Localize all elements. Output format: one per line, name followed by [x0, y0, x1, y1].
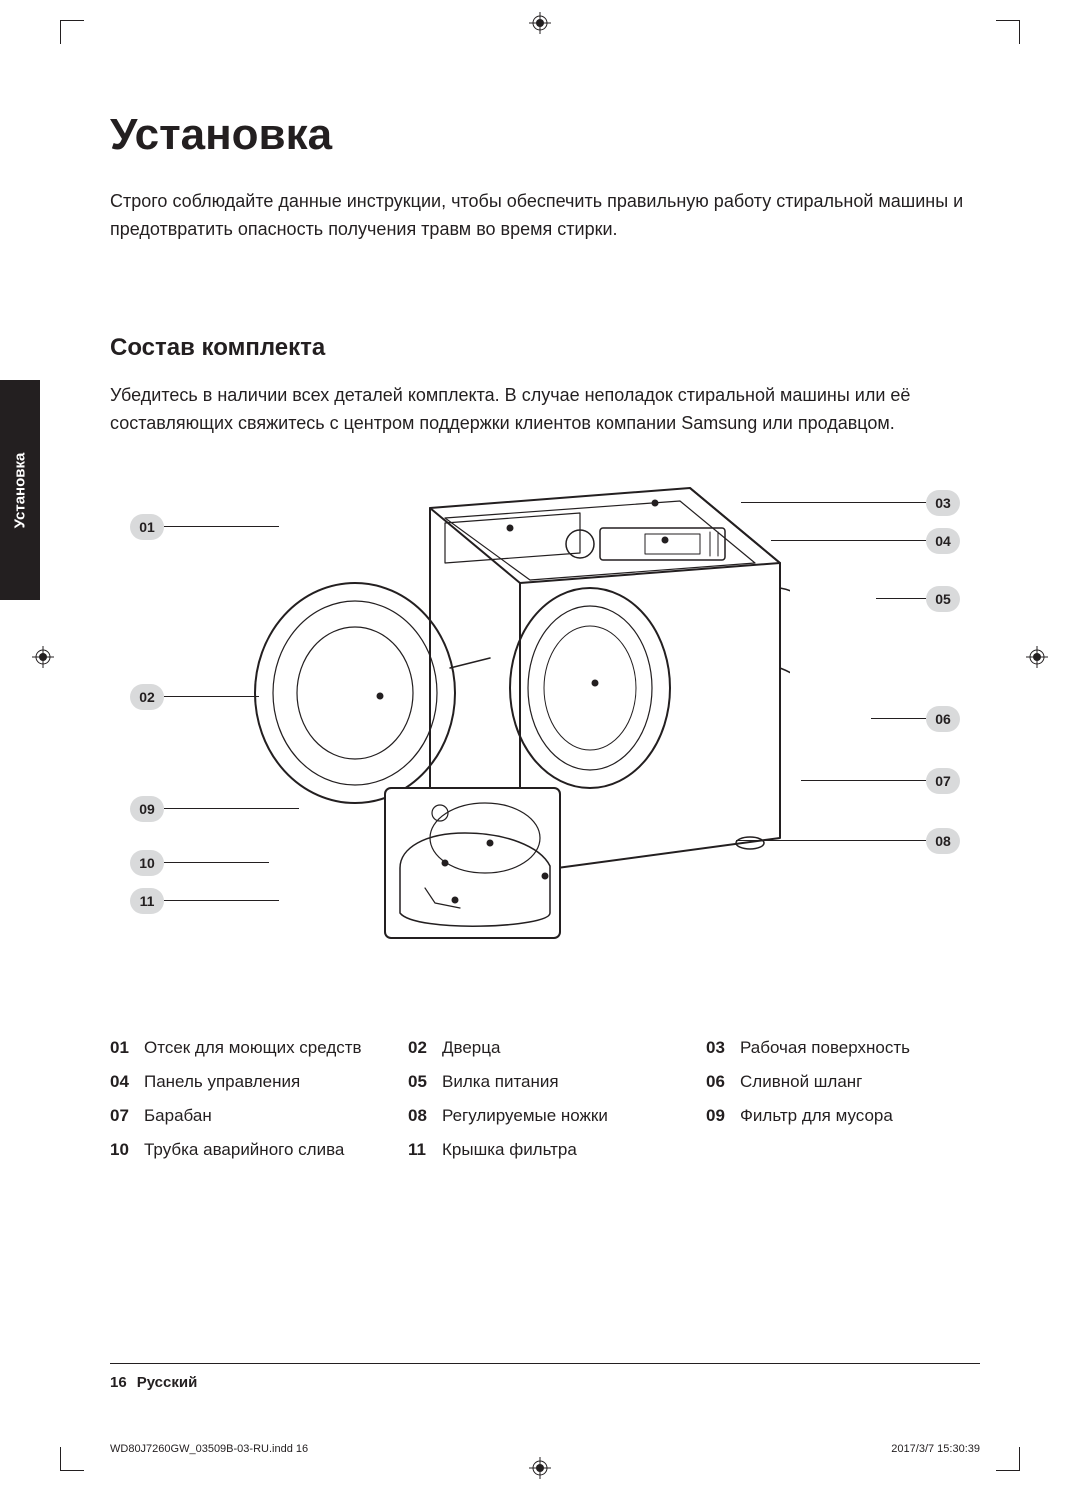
legend-item-11: 11 Крышка фильтра: [408, 1140, 682, 1160]
legend-item-01: 01 Отсек для моющих средств: [110, 1038, 384, 1058]
legend-item-05: 05 Вилка питания: [408, 1072, 682, 1092]
legend-label: Вилка питания: [442, 1072, 559, 1092]
callout-02: 02: [130, 684, 259, 710]
callout-line: [164, 526, 279, 527]
callout-08: 08: [736, 828, 960, 854]
crop-mark: [60, 20, 84, 44]
parts-diagram: 01 02 09 10 11 03 04 05 06 07 08: [110, 468, 980, 988]
legend-label: Дверца: [442, 1038, 500, 1058]
legend-label: Панель управления: [144, 1072, 300, 1092]
callout-line: [876, 598, 926, 599]
crop-mark: [60, 1447, 84, 1471]
print-meta: WD80J7260GW_03509B-03-RU.indd 16 2017/3/…: [110, 1443, 980, 1455]
legend-item-03: 03 Рабочая поверхность: [706, 1038, 980, 1058]
callout-number: 01: [130, 514, 164, 540]
callout-number: 08: [926, 828, 960, 854]
legend-number: 07: [110, 1106, 136, 1126]
page-language: Русский: [137, 1374, 198, 1391]
callout-line: [871, 718, 926, 719]
legend-item-08: 08 Регулируемые ножки: [408, 1106, 682, 1126]
legend-number: 10: [110, 1140, 136, 1160]
callout-number: 03: [926, 490, 960, 516]
registration-mark: [32, 646, 54, 668]
callout-number: 09: [130, 796, 164, 822]
section-title: Состав комплекта: [110, 334, 980, 362]
legend-label: Фильтр для мусора: [740, 1106, 893, 1126]
page-number: 16: [110, 1374, 127, 1391]
callout-number: 05: [926, 586, 960, 612]
legend-label: Крышка фильтра: [442, 1140, 577, 1160]
page-content: Установка Установка Строго соблюдайте да…: [110, 110, 980, 1391]
legend-number: 05: [408, 1072, 434, 1092]
callout-line: [736, 840, 926, 841]
legend-number: 02: [408, 1038, 434, 1058]
callout-04: 04: [771, 528, 960, 554]
callout-number: 04: [926, 528, 960, 554]
legend-label: Рабочая поверхность: [740, 1038, 910, 1058]
callout-09: 09: [130, 796, 299, 822]
callout-number: 11: [130, 888, 164, 914]
callout-line: [164, 862, 269, 863]
callout-01: 01: [130, 514, 279, 540]
legend-label: Регулируемые ножки: [442, 1106, 608, 1126]
callout-07: 07: [801, 768, 960, 794]
legend-number: 11: [408, 1140, 434, 1160]
legend-label: Барабан: [144, 1106, 212, 1126]
callout-03: 03: [741, 490, 960, 516]
parts-legend: 01 Отсек для моющих средств 02 Дверца 03 Рабо…: [110, 1038, 980, 1160]
legend-item-10: 10 Трубка аварийного слива: [110, 1140, 384, 1160]
legend-number: 08: [408, 1106, 434, 1126]
legend-item-06: 06 Сливной шланг: [706, 1072, 980, 1092]
washing-machine-illustration: [250, 468, 790, 968]
registration-mark: [529, 12, 551, 34]
legend-number: 03: [706, 1038, 732, 1058]
indd-file: WD80J7260GW_03509B-03-RU.indd 16: [110, 1443, 308, 1455]
legend-label: Сливной шланг: [740, 1072, 862, 1092]
intro-text: Строго соблюдайте данные инструкции, что…: [110, 188, 980, 244]
legend-item-02: 02 Дверца: [408, 1038, 682, 1058]
callout-06: 06: [871, 706, 960, 732]
legend-number: 06: [706, 1072, 732, 1092]
side-tab-label: Установка: [12, 452, 29, 528]
registration-mark: [1026, 646, 1048, 668]
callout-10: 10: [130, 850, 269, 876]
callout-line: [164, 808, 299, 809]
callout-number: 06: [926, 706, 960, 732]
legend-item-04: 04 Панель управления: [110, 1072, 384, 1092]
crop-mark: [996, 20, 1020, 44]
callout-line: [164, 696, 259, 697]
callout-number: 02: [130, 684, 164, 710]
callout-number: 07: [926, 768, 960, 794]
section-intro: Убедитесь в наличии всех деталей комплек…: [110, 382, 980, 438]
side-tab: Установка: [0, 380, 40, 600]
legend-label: Отсек для моющих средств: [144, 1038, 362, 1058]
legend-item-07: 07 Барабан: [110, 1106, 384, 1126]
callout-05: 05: [876, 586, 960, 612]
indd-date: 2017/3/7 15:30:39: [891, 1443, 980, 1455]
callout-line: [771, 540, 926, 541]
legend-number: 09: [706, 1106, 732, 1126]
callout-number: 10: [130, 850, 164, 876]
page-title: Установка: [110, 110, 980, 160]
legend-number: 01: [110, 1038, 136, 1058]
callout-line: [164, 900, 279, 901]
callout-line: [741, 502, 926, 503]
legend-item-09: 09 Фильтр для мусора: [706, 1106, 980, 1126]
callout-line: [801, 780, 926, 781]
page-footer: 16 Русский: [110, 1363, 980, 1391]
callout-11: 11: [130, 888, 279, 914]
registration-mark: [529, 1457, 551, 1479]
crop-mark: [996, 1447, 1020, 1471]
legend-number: 04: [110, 1072, 136, 1092]
legend-label: Трубка аварийного слива: [144, 1140, 344, 1160]
